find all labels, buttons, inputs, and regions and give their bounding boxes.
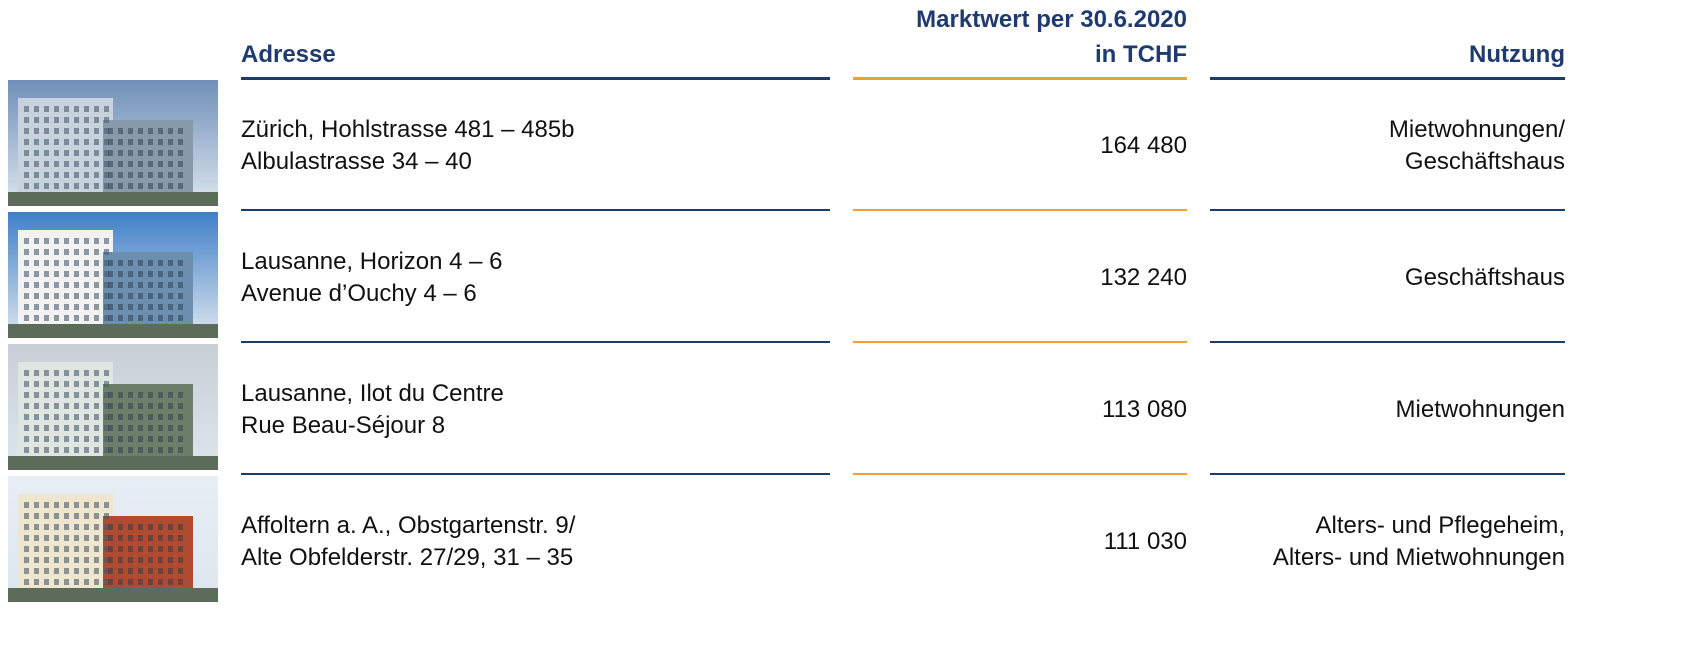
address-line: Avenue d’Ouchy 4 – 6	[241, 280, 477, 307]
row-rule	[1210, 341, 1565, 343]
market-value: 113 080	[1102, 396, 1187, 423]
header-rule	[853, 77, 1187, 80]
row-rule	[241, 473, 830, 475]
usage-line: Geschäftshaus	[1404, 148, 1565, 175]
row-rule	[853, 341, 1187, 343]
row-rule	[241, 341, 830, 343]
address-line: Albulastrasse 34 – 40	[241, 148, 472, 175]
row-rule	[1210, 473, 1565, 475]
property-photo	[8, 476, 218, 602]
row-rule	[1210, 209, 1565, 211]
address-line: Zürich, Hohlstrasse 481 – 485b	[241, 116, 575, 143]
address-line: Affoltern a. A., Obstgartenstr. 9/	[241, 512, 576, 539]
address-line: Lausanne, Ilot du Centre	[241, 380, 504, 407]
row-rule	[853, 473, 1187, 475]
property-photo	[8, 212, 218, 338]
market-value: 132 240	[1100, 264, 1187, 291]
row-rule	[241, 209, 830, 211]
usage-line: Geschäftshaus	[1404, 264, 1565, 291]
address-line: Alte Obfelderstr. 27/29, 31 – 35	[241, 544, 574, 571]
row-rule	[853, 209, 1187, 211]
property-photo	[8, 80, 218, 206]
header-rule	[241, 77, 830, 80]
property-photo	[8, 344, 218, 470]
address-line: Lausanne, Horizon 4 – 6	[241, 248, 503, 275]
usage-line: Alters- und Pflegeheim,	[1315, 512, 1565, 539]
usage-line: Mietwohnungen	[1395, 396, 1565, 423]
header-value: Marktwert per 30.6.2020	[916, 6, 1187, 33]
usage-line: Mietwohnungen/	[1388, 116, 1565, 143]
header-usage: Nutzung	[1469, 41, 1565, 68]
header-address: Adresse	[241, 41, 336, 68]
header-rule	[1210, 77, 1565, 80]
market-value: 164 480	[1100, 132, 1187, 159]
header-value: in TCHF	[1095, 41, 1187, 68]
market-value: 111 030	[1103, 528, 1187, 555]
usage-line: Alters- und Mietwohnungen	[1272, 544, 1565, 571]
address-line: Rue Beau-Séjour 8	[241, 412, 446, 439]
